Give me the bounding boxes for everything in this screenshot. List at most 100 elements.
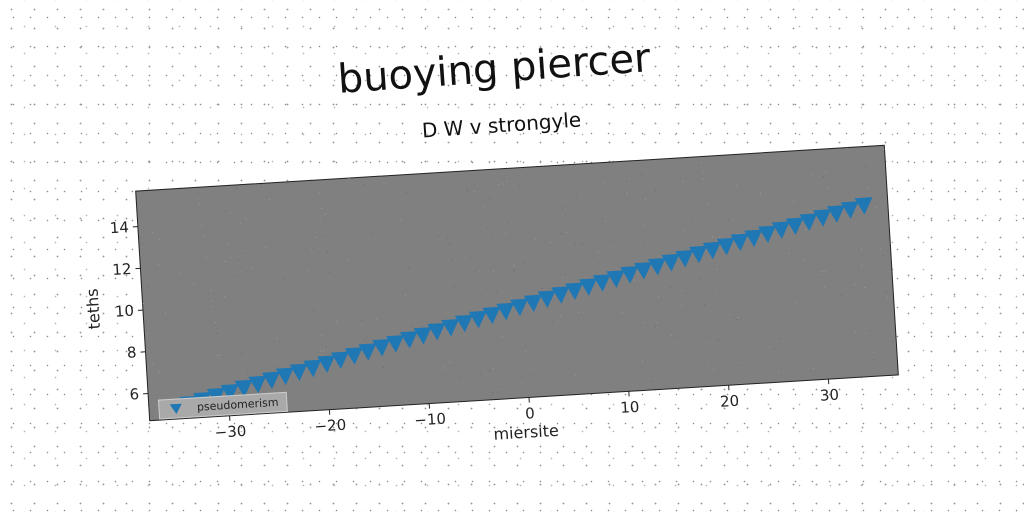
texture-dot (147, 333, 149, 335)
texture-dot (621, 312, 623, 314)
data-point (578, 278, 597, 296)
texture-dot (759, 193, 761, 196)
texture-dot (260, 184, 262, 186)
data-point (248, 375, 267, 394)
texture-dot (363, 183, 365, 185)
texture-dot (312, 248, 314, 250)
data-point (840, 201, 859, 219)
texture-dot (704, 303, 706, 305)
texture-dot (216, 332, 218, 334)
texture-dot (712, 236, 714, 238)
texture-dot (376, 318, 378, 320)
data-point (344, 347, 363, 365)
texture-dot (179, 273, 181, 275)
texture-dot (246, 271, 248, 273)
texture-dot (535, 239, 537, 241)
texture-dot (565, 214, 567, 216)
y-tick-label: 8 (126, 343, 137, 362)
texture-dot (451, 260, 453, 262)
texture-dot (323, 350, 325, 352)
texture-dot (324, 213, 326, 215)
chart-subtitle: D W v strongyle (421, 107, 582, 142)
texture-dot (460, 377, 462, 379)
texture-dot (864, 165, 866, 167)
texture-dot (311, 249, 313, 251)
texture-dot (206, 257, 208, 259)
texture-dot (429, 215, 431, 217)
data-point (854, 197, 873, 215)
texture-dot (886, 296, 888, 298)
texture-dot (444, 365, 446, 367)
texture-dot (328, 271, 331, 273)
texture-dot (197, 192, 199, 194)
texture-dot (867, 187, 869, 189)
texture-dot (655, 373, 657, 375)
x-axis-ticks: −30 −20 −10 0 10 20 30 (214, 379, 840, 442)
texture-dot (552, 321, 554, 323)
texture-dot (210, 289, 212, 291)
texture-dot (507, 221, 509, 223)
texture-dot (562, 277, 564, 279)
texture-dot (654, 325, 656, 327)
texture-dot (326, 251, 328, 253)
texture-dot (318, 191, 320, 193)
texture-dot (232, 287, 234, 289)
texture-dot (779, 337, 781, 339)
texture-dot (244, 252, 246, 254)
texture-dot (500, 386, 502, 388)
texture-dot (605, 220, 607, 222)
texture-dot (875, 206, 877, 208)
texture-dot (502, 183, 504, 185)
texture-dot (604, 182, 606, 184)
data-point (289, 363, 308, 382)
legend: pseudomerism (157, 391, 288, 420)
texture-dot (549, 241, 551, 243)
data-point (234, 379, 253, 398)
texture-dot (769, 346, 771, 348)
texture-dot (512, 269, 515, 271)
texture-dot (582, 243, 584, 245)
data-point (799, 213, 818, 231)
texture-dot (655, 322, 657, 324)
texture-dot (269, 199, 271, 201)
texture-dot (201, 224, 203, 226)
data-point (537, 290, 556, 308)
texture-dot (827, 187, 829, 189)
texture-dot (597, 251, 599, 253)
texture-dot (883, 148, 885, 150)
texture-dot (518, 185, 520, 187)
texture-dot (391, 199, 393, 201)
legend-label: pseudomerism (197, 396, 279, 414)
data-point (317, 355, 336, 373)
texture-dot (795, 301, 797, 303)
texture-dot (739, 382, 741, 384)
data-point (689, 245, 708, 264)
texture-dot (854, 284, 856, 286)
texture-dot (566, 231, 568, 234)
texture-dot (487, 227, 489, 229)
texture-dot (736, 318, 738, 320)
texture-dot (158, 372, 160, 374)
x-tick-label: 10 (620, 398, 640, 417)
texture-dot (479, 271, 481, 273)
texture-dot (394, 303, 396, 305)
texture-dot (634, 279, 636, 281)
chart-title: buoying piercer (336, 35, 652, 103)
texture-dot (640, 173, 643, 176)
data-point (496, 302, 515, 321)
texture-dot (480, 373, 482, 375)
data-point (303, 359, 322, 378)
texture-dot (229, 212, 231, 214)
texture-dot (759, 191, 761, 193)
texture-dot (541, 287, 543, 289)
texture-dot (314, 236, 316, 238)
texture-dot (697, 261, 699, 263)
texture-dot (240, 222, 242, 224)
texture-dot (235, 187, 238, 189)
texture-dot (321, 207, 323, 209)
texture-dot (810, 210, 812, 212)
texture-dot (682, 231, 684, 233)
data-point (826, 205, 845, 223)
texture-dot (198, 202, 200, 204)
data-point (523, 294, 542, 313)
